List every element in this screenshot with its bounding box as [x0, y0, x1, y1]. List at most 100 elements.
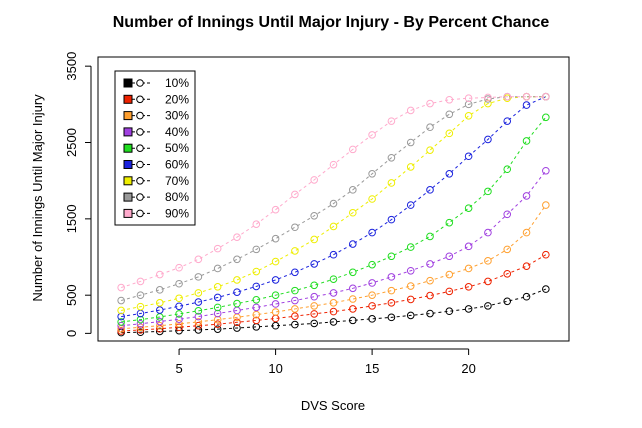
data-point — [117, 283, 125, 292]
data-point — [329, 160, 338, 169]
data-point — [329, 299, 338, 307]
data-point — [445, 95, 454, 104]
data-point — [349, 305, 357, 313]
data-point — [291, 190, 299, 199]
data-point — [406, 106, 415, 115]
data-point — [329, 275, 338, 283]
data-point — [368, 260, 376, 269]
data-point — [445, 218, 454, 227]
legend-item: 90% — [123, 206, 189, 220]
data-point — [368, 195, 376, 203]
legend-item: 40% — [123, 125, 189, 139]
data-point — [464, 242, 473, 251]
legend-marker — [136, 95, 144, 104]
legend-marker — [136, 79, 144, 87]
data-point — [349, 316, 357, 325]
legend-label: 80% — [165, 190, 189, 204]
legend-marker — [136, 209, 144, 218]
x-tick-label: 15 — [365, 361, 379, 376]
data-point — [329, 318, 338, 326]
data-point — [175, 263, 183, 272]
series-90pct — [117, 92, 550, 292]
legend: 10% 20% 30% 40% 50% 60% 70% 80% 90% — [114, 70, 196, 226]
legend-marker — [136, 144, 144, 152]
data-point — [406, 201, 415, 209]
data-point — [464, 94, 473, 103]
data-point — [271, 321, 280, 330]
data-point — [503, 117, 512, 125]
data-point — [445, 110, 454, 119]
data-point — [387, 179, 396, 187]
legend-marker — [136, 193, 144, 201]
data-point — [175, 323, 183, 332]
data-point — [233, 288, 241, 296]
data-point — [136, 302, 145, 311]
y-axis: 0 500 1500 2500 3500 — [64, 52, 92, 337]
series-layer — [117, 92, 550, 337]
data-point — [194, 307, 203, 315]
data-point — [194, 273, 203, 281]
data-point — [426, 146, 434, 154]
data-point — [542, 113, 550, 122]
series-line — [121, 170, 547, 327]
data-point — [484, 93, 492, 102]
data-point — [522, 92, 531, 101]
data-point — [329, 250, 338, 259]
legend-item: 20% — [123, 92, 189, 106]
data-point — [271, 205, 280, 214]
data-point — [445, 307, 454, 316]
data-point — [252, 310, 261, 319]
data-point — [426, 123, 434, 132]
x-tick-label: 5 — [175, 361, 182, 376]
data-point — [329, 199, 338, 208]
legend-label: 40% — [165, 125, 189, 139]
data-point — [310, 281, 318, 290]
data-point — [233, 324, 241, 332]
data-point — [464, 152, 473, 161]
data-point — [194, 298, 203, 306]
data-point — [503, 297, 512, 306]
data-point — [291, 286, 299, 295]
data-point — [387, 117, 396, 125]
data-point — [136, 320, 145, 328]
data-point — [522, 101, 531, 109]
legend-label: 30% — [165, 109, 189, 123]
data-point — [175, 302, 183, 311]
data-point — [484, 187, 492, 196]
data-point — [213, 264, 222, 273]
data-point — [445, 287, 454, 296]
series-line — [121, 116, 547, 323]
data-point — [522, 262, 531, 270]
data-point — [542, 250, 550, 259]
legend-swatch — [123, 208, 133, 218]
data-point — [522, 192, 531, 200]
data-point — [406, 282, 415, 290]
data-point — [426, 291, 434, 300]
data-point — [233, 255, 241, 264]
y-tick-label: 3500 — [64, 52, 79, 81]
data-point — [310, 211, 318, 220]
data-point — [368, 315, 376, 323]
data-point — [387, 252, 396, 261]
data-point — [155, 286, 164, 294]
series-40pct — [117, 166, 550, 330]
data-point — [155, 306, 164, 314]
data-point — [368, 302, 376, 310]
data-point — [406, 295, 415, 304]
data-point — [155, 321, 164, 330]
data-point — [542, 92, 550, 101]
data-point — [252, 267, 261, 276]
data-point — [194, 312, 203, 321]
data-point — [233, 318, 241, 327]
data-point — [310, 176, 318, 184]
data-point — [310, 310, 318, 318]
series-line — [121, 204, 547, 330]
series-30pct — [117, 201, 550, 333]
legend-marker — [136, 128, 144, 136]
series-line — [121, 96, 546, 289]
data-point — [310, 235, 318, 244]
data-point — [503, 270, 512, 278]
data-point — [213, 320, 222, 329]
data-point — [349, 145, 357, 154]
